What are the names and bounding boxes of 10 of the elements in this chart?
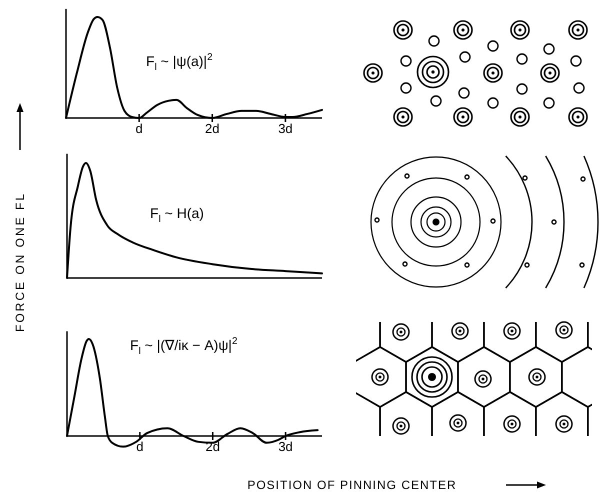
- x-tick-label: d: [136, 121, 143, 136]
- annotation: F$_{l}$ ~ |(∇/iκ − A)ψ|$^{2}$: [130, 336, 238, 357]
- x-tick-label: d: [136, 439, 144, 454]
- x-tick-label: 2d: [205, 121, 220, 136]
- y-axis-title: FORCE ON ONE FL: [13, 192, 27, 332]
- x-tick-label: 3d: [278, 121, 293, 136]
- x-axis-title: POSITION OF PINNING CENTER: [247, 478, 457, 492]
- x-tick-label: 3d: [278, 439, 293, 454]
- annotation: F$_{l}$ ~ |ψ(a)|$^{2}$: [146, 52, 213, 73]
- annotation: F$_{l}$ ~ H(a): [150, 205, 204, 225]
